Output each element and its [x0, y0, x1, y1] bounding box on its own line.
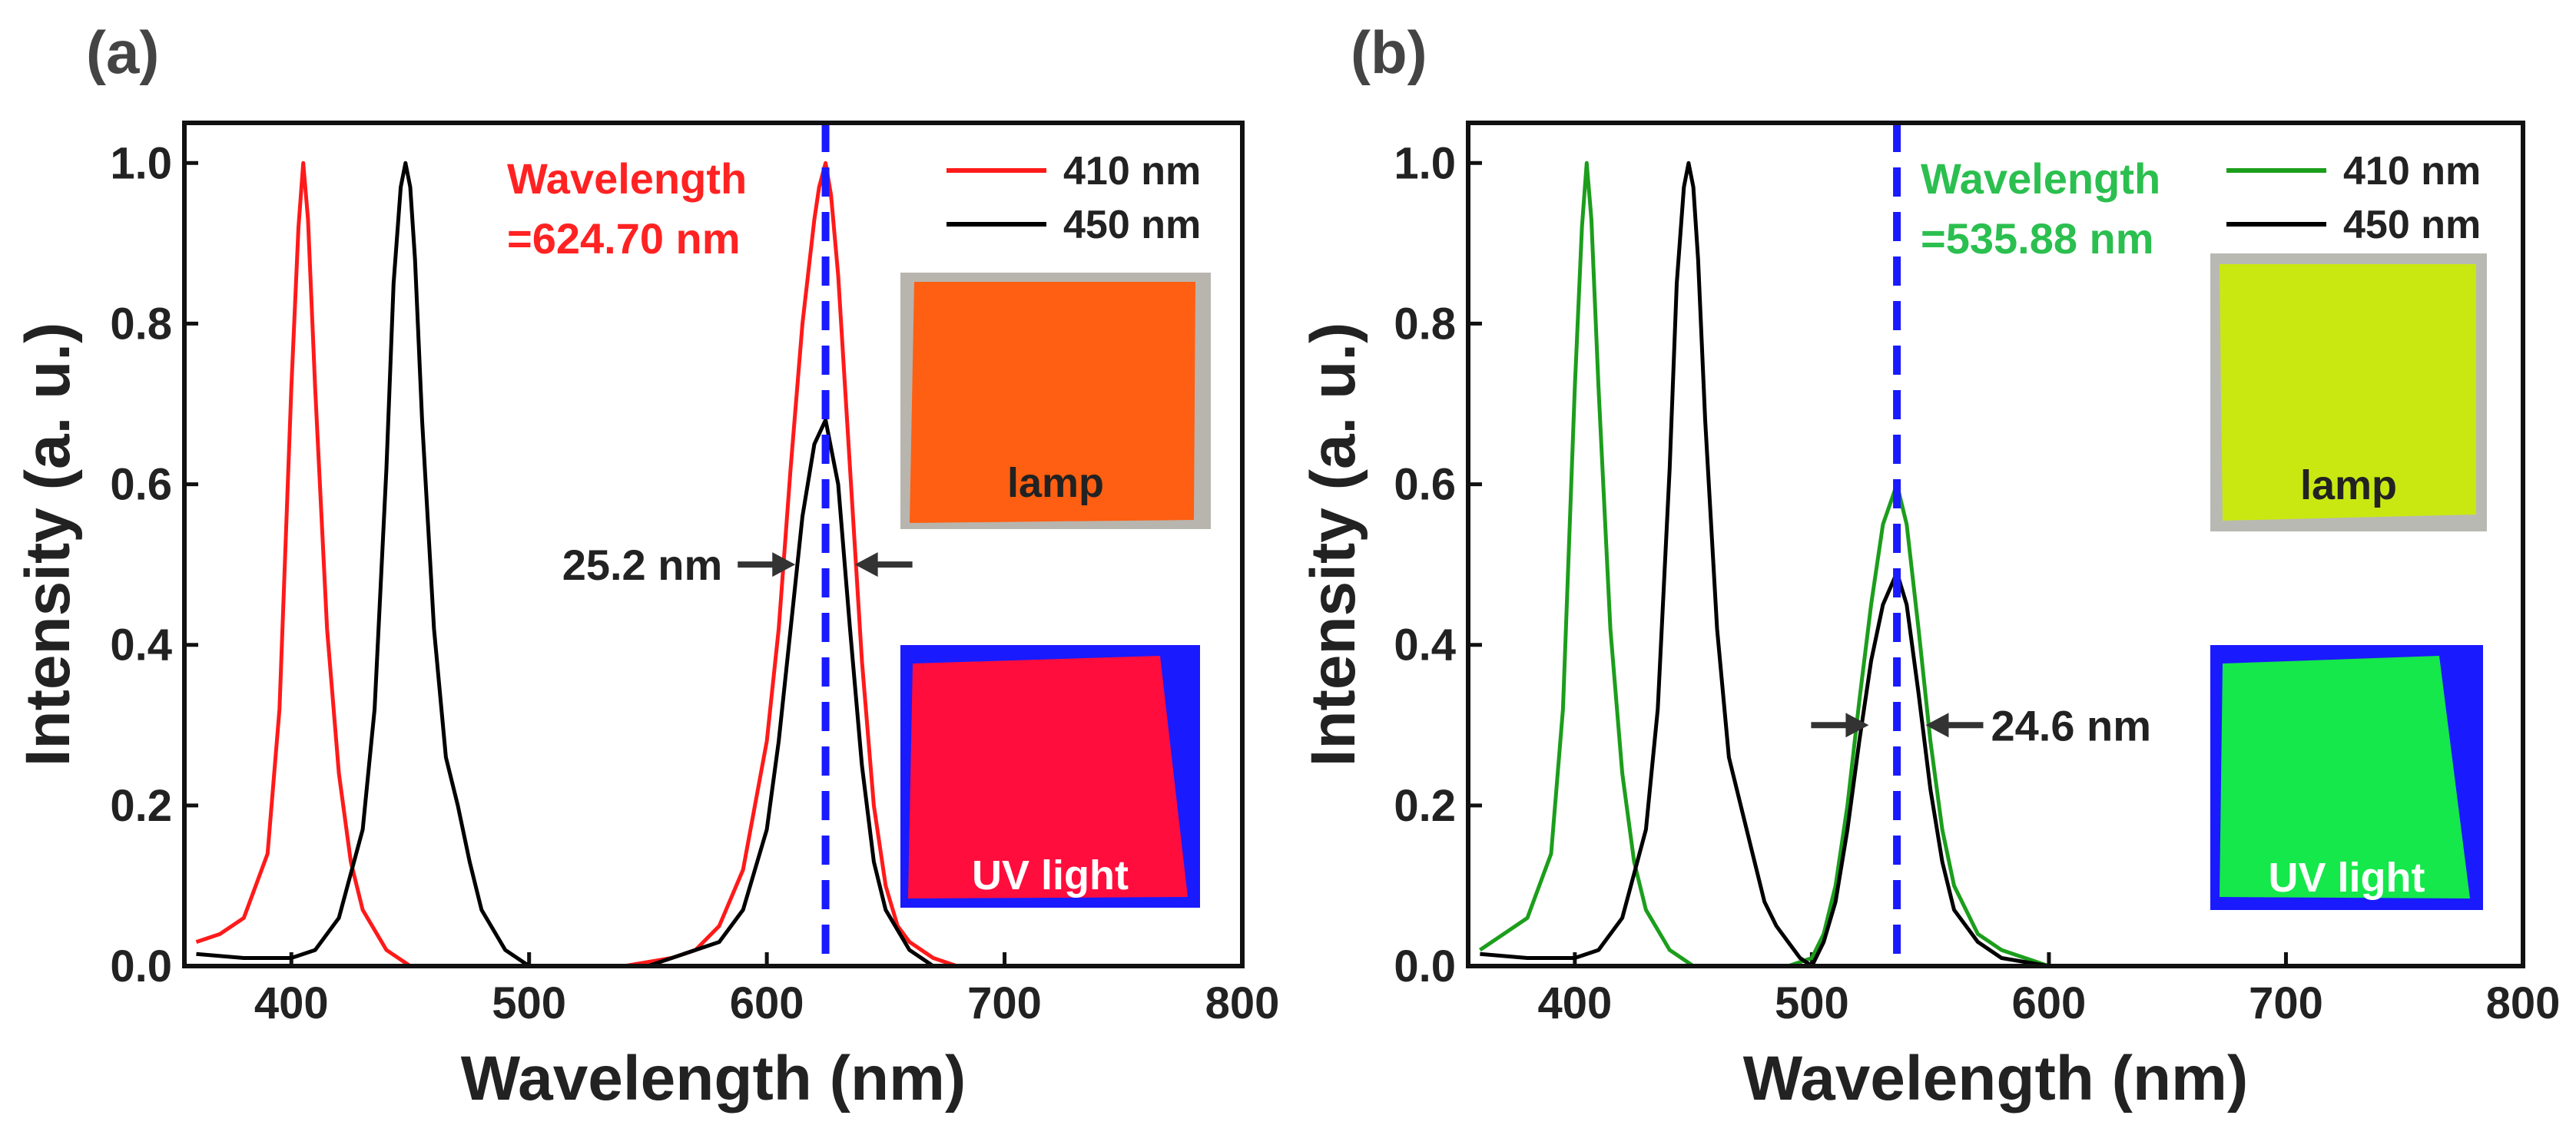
panel-b-inset-lamp-label: lamp: [2300, 462, 2397, 508]
panel-a-legend-label: 410 nm: [1063, 149, 1201, 194]
panel-b-y-axis-label: Intensity (a. u.): [1298, 323, 1368, 767]
panel-a-x-tick-label: 800: [1205, 978, 1280, 1028]
panel-b-x-tick-label: 600: [2012, 978, 2087, 1028]
panel-b: (b) 400 500 600 700 800 0.0 0.2 0.4 0.6 0.8 1.0 Wave…: [1298, 18, 2560, 1114]
panel-b-y-tick-label: 0.8: [1394, 299, 1456, 349]
panel-a-fwhm-label: 25.2 nm: [562, 541, 723, 589]
panel-a-peak-title: Wavelength: [507, 154, 747, 203]
panel-b-series-410-nm: [1478, 160, 2428, 966]
panel-a: (a) 400 500 600 700 800 0.0 0.2 0.4 0.6 0.8 1.0 Wave…: [13, 18, 1279, 1114]
panel-a-y-tick-label: 0.4: [110, 620, 172, 670]
panel-b-x-axis-label: Wavelength (nm): [1743, 1044, 2249, 1114]
panel-b-x-tick-label: 400: [1537, 978, 1612, 1028]
panel-b-fwhm-right-arrow-head: [1925, 713, 1949, 738]
panel-b-series-450-nm: [1480, 160, 2428, 966]
panel-a-y-tick-label: 0.0: [110, 941, 172, 991]
panel-b-inset-uv-label: UV light: [2269, 855, 2425, 901]
panel-b-inset-lamp: lamp: [2210, 253, 2487, 531]
panel-a-fwhm-left-arrow-head: [772, 552, 796, 577]
panel-b-x-tick-label: 700: [2249, 978, 2323, 1028]
panel-a-y-axis-label: Intensity (a. u.): [13, 323, 83, 767]
panel-b-inset-uv-sample: [2220, 656, 2470, 898]
panel-b-y-tick-label: 0.6: [1394, 460, 1456, 510]
panel-a-peak-value: =624.70 nm: [507, 214, 741, 263]
panel-a-inset-uv: UV light: [900, 645, 1200, 908]
panel-b-plot-frame: [1466, 121, 2525, 968]
panel-a-fwhm-right-arrow-head: [854, 552, 878, 577]
panel-a-x-tick-label: 400: [254, 978, 329, 1028]
panel-b-legend-label: 450 nm: [2343, 203, 2481, 247]
panel-b-x-tick-label: 800: [2486, 978, 2561, 1028]
panel-b-y-tick-label: 0.0: [1394, 941, 1456, 991]
panel-a-plot-frame: [182, 121, 1245, 968]
panel-b-inset-lamp-sample: [2220, 264, 2476, 521]
panel-a-y-tick-label: 0.6: [110, 460, 172, 510]
panel-a-inset-uv-sample: [908, 656, 1188, 898]
panel-a-inset-lamp-label: lamp: [1007, 460, 1104, 506]
panel-a-x-tick-label: 600: [730, 978, 804, 1028]
panel-a-inset-lamp: lamp: [900, 273, 1211, 529]
panel-a-y-tick-label: 0.8: [110, 299, 172, 349]
panel-a-legend-label: 450 nm: [1063, 203, 1201, 247]
panel-b-fwhm-label: 24.6 nm: [1991, 701, 2151, 750]
panel-b-inset-uv: UV light: [2210, 645, 2483, 910]
panel-b-peak-value: =535.88 nm: [1921, 214, 2154, 263]
panel-a-inset-lamp-sample: [910, 282, 1195, 523]
panel-a-y-tick-label: 1.0: [110, 138, 172, 188]
panel-a-x-tick-label: 500: [492, 978, 566, 1028]
panel-b-y-tick-label: 0.2: [1394, 781, 1456, 831]
panel-b-y-tick-label: 0.4: [1394, 620, 1456, 670]
panel-b-legend-label: 410 nm: [2343, 149, 2481, 194]
panel-b-peak-title: Wavelength: [1921, 154, 2160, 203]
panel-b-fwhm-left-arrow-head: [1845, 713, 1869, 738]
panel-a-label: (a): [86, 18, 159, 86]
panel-a-x-axis-label: Wavelength (nm): [461, 1044, 966, 1114]
panel-a-series-450-nm: [196, 160, 1100, 966]
panel-a-inset-uv-label: UV light: [972, 852, 1129, 898]
panel-b-y-tick-label: 1.0: [1394, 138, 1456, 188]
panel-b-label: (b): [1351, 18, 1427, 86]
panel-b-x-tick-label: 500: [1775, 978, 1849, 1028]
panel-a-y-tick-label: 0.2: [110, 781, 172, 831]
panel-a-x-tick-label: 700: [967, 978, 1042, 1028]
